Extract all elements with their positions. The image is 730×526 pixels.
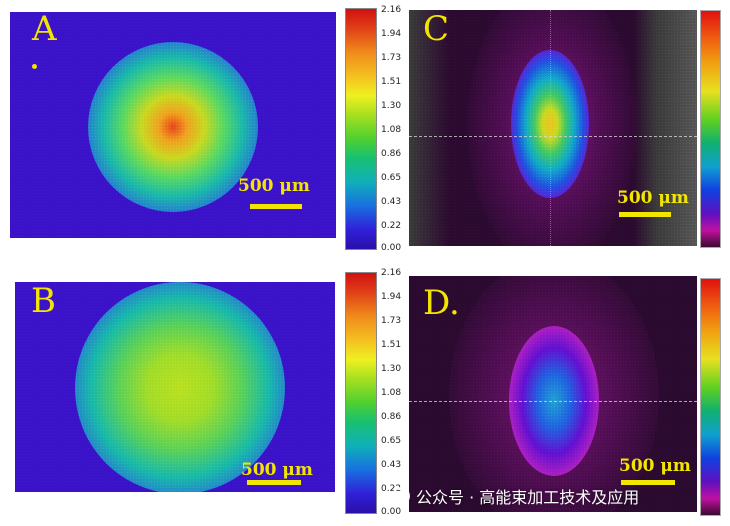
tick-bottom-5: 1.08 bbox=[381, 388, 402, 398]
tick-bottom-9: 0.22 bbox=[381, 484, 402, 494]
panel-c: C 500 μm bbox=[409, 10, 697, 246]
tick-bottom-3: 1.51 bbox=[381, 340, 402, 350]
colorbar-bottom bbox=[345, 272, 377, 514]
tick-bottom-2: 1.73 bbox=[381, 316, 402, 326]
beam-spot-b bbox=[75, 282, 285, 492]
panel-c-label: C bbox=[423, 10, 450, 49]
tick-top-0: 2.16 bbox=[381, 5, 402, 15]
tick-bottom-1: 1.94 bbox=[381, 292, 402, 302]
tick-top-4: 1.30 bbox=[381, 101, 402, 111]
panel-c-scale-text: 500 μm bbox=[617, 188, 689, 208]
tick-top-2: 1.73 bbox=[381, 53, 402, 63]
tick-top-3: 1.51 bbox=[381, 77, 402, 87]
tick-bottom-6: 0.86 bbox=[381, 412, 402, 422]
tick-top-1: 1.94 bbox=[381, 29, 402, 39]
wechat-icon bbox=[392, 487, 410, 505]
beam-spot-a bbox=[88, 42, 258, 212]
panel-d-scale-bar bbox=[621, 480, 675, 485]
tick-bottom-4: 1.30 bbox=[381, 364, 402, 374]
tick-bottom-8: 0.43 bbox=[381, 460, 402, 470]
crosshair-h-d bbox=[409, 401, 697, 402]
stray-dot bbox=[32, 64, 37, 69]
panel-b: B 500 μm bbox=[15, 282, 335, 492]
colorbar-d bbox=[700, 278, 721, 516]
panel-a: A 500 μm bbox=[10, 12, 336, 238]
panel-b-scale-text: 500 μm bbox=[241, 460, 313, 480]
panel-c-scale-bar bbox=[619, 212, 671, 217]
watermark-text: 公众号 · 高能束加工技术及应用 bbox=[416, 488, 640, 507]
panel-d-label: D. bbox=[423, 283, 460, 323]
tick-top-8: 0.43 bbox=[381, 197, 402, 207]
tick-top-6: 0.86 bbox=[381, 149, 402, 159]
panel-a-scale-text: 500 μm bbox=[238, 176, 310, 196]
colorbar-c bbox=[700, 10, 721, 248]
panel-a-label: A bbox=[32, 12, 57, 49]
crosshair-v-c bbox=[550, 10, 551, 246]
panel-b-scale-bar bbox=[247, 480, 301, 485]
tick-bottom-7: 0.65 bbox=[381, 436, 402, 446]
watermark: 公众号 · 高能束加工技术及应用 bbox=[392, 484, 639, 508]
crosshair-h-c bbox=[409, 136, 697, 137]
tick-top-5: 1.08 bbox=[381, 125, 402, 135]
tick-bottom-10: 0.00 bbox=[381, 507, 402, 517]
tick-top-10: 0.00 bbox=[381, 243, 402, 253]
panel-b-label: B bbox=[31, 282, 56, 321]
colorbar-top bbox=[345, 8, 377, 250]
panel-d: D. 500 μm bbox=[409, 276, 697, 512]
panel-a-scale-bar bbox=[250, 204, 302, 209]
tick-top-9: 0.22 bbox=[381, 221, 402, 231]
tick-top-7: 0.65 bbox=[381, 173, 402, 183]
panel-d-scale-text: 500 μm bbox=[619, 456, 691, 476]
tick-bottom-0: 2.16 bbox=[381, 268, 402, 278]
